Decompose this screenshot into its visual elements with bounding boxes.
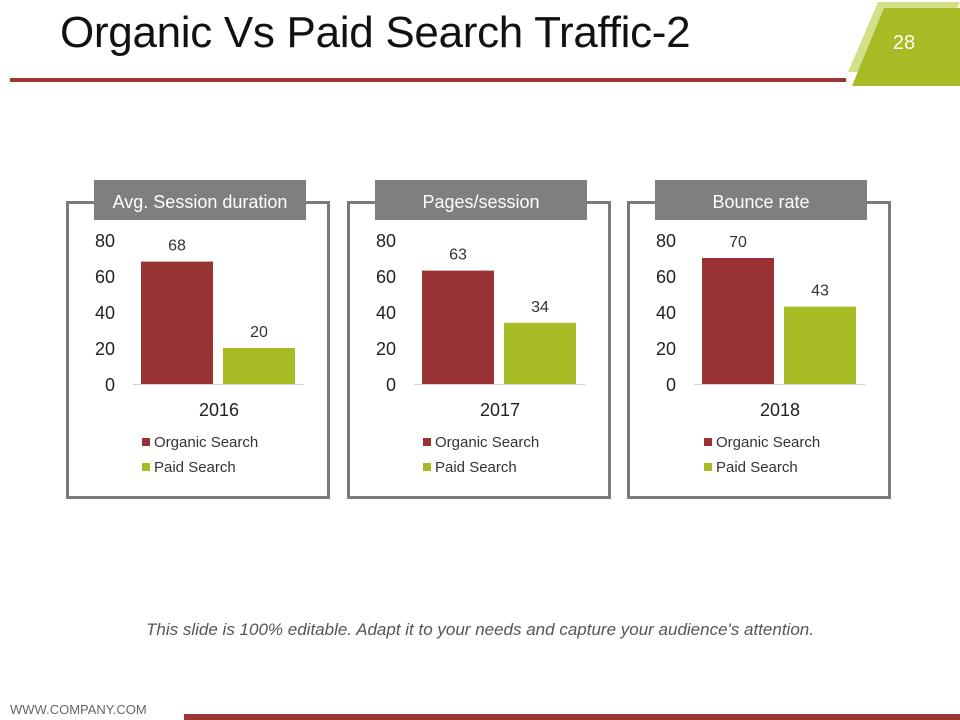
legend-label-paid: Paid Search [435,459,517,476]
bar-paid [504,322,576,384]
badge-front-shape [852,8,960,86]
legend-item-organic: Organic Search [423,434,539,451]
footer-note: This slide is 100% editable. Adapt it to… [146,620,814,639]
legend-swatch-organic [423,438,431,446]
x-category-label: 2017 [480,400,520,420]
data-label: 70 [729,234,747,251]
bar-organic [702,258,774,384]
chart-header-1: Avg. Session duration [94,180,306,220]
legend-swatch-organic [142,438,150,446]
legend-item-organic: Organic Search [704,434,820,451]
bar-organic [141,261,213,384]
y-tick-label: 80 [656,231,676,251]
legend-swatch-organic [704,438,712,446]
legend-label-organic: Organic Search [716,434,821,451]
legend-item-paid: Paid Search [704,459,798,476]
y-tick-label: 40 [95,303,115,323]
y-tick-label: 20 [656,339,676,359]
y-tick-label: 40 [656,303,676,323]
bar-paid [223,348,295,384]
y-tick-label: 0 [105,375,115,395]
legend-label-organic: Organic Search [435,434,540,451]
y-tick-label: 20 [376,339,396,359]
legend-label-paid: Paid Search [154,459,236,476]
data-label: 20 [250,324,268,341]
legend-swatch-paid [423,463,431,471]
chart-header-2: Pages/session [375,180,587,220]
y-tick-label: 0 [666,375,676,395]
y-tick-label: 60 [95,267,115,287]
legend-item-paid: Paid Search [142,459,236,476]
legend-swatch-paid [704,463,712,471]
bar-organic [422,270,494,384]
title-rule [10,78,846,82]
data-label: 43 [811,283,829,300]
legend-swatch-paid [142,463,150,471]
x-category-label: 2018 [760,400,800,420]
legend-label-paid: Paid Search [716,459,798,476]
bar-paid [784,306,856,384]
data-label: 68 [168,238,186,255]
y-tick-label: 60 [656,267,676,287]
y-tick-label: 40 [376,303,396,323]
slide-title: Organic Vs Paid Search Traffic-2 [60,8,691,57]
page-number-badge: 28 [848,2,960,86]
x-category-label: 2016 [199,400,239,420]
y-tick-label: 60 [376,267,396,287]
data-label: 63 [449,247,467,264]
y-tick-label: 20 [95,339,115,359]
footer-website: WWW.COMPANY.COM [10,702,147,717]
legend-item-organic: Organic Search [142,434,258,451]
legend-label-organic: Organic Search [154,434,259,451]
badge-shape [848,2,960,86]
legend-item-paid: Paid Search [423,459,517,476]
y-tick-label: 80 [376,231,396,251]
chart-header-3: Bounce rate [655,180,867,220]
y-tick-label: 0 [386,375,396,395]
y-tick-label: 80 [95,231,115,251]
data-label: 34 [531,299,549,316]
page-number: 28 [892,32,916,54]
footer-rule [184,714,960,720]
